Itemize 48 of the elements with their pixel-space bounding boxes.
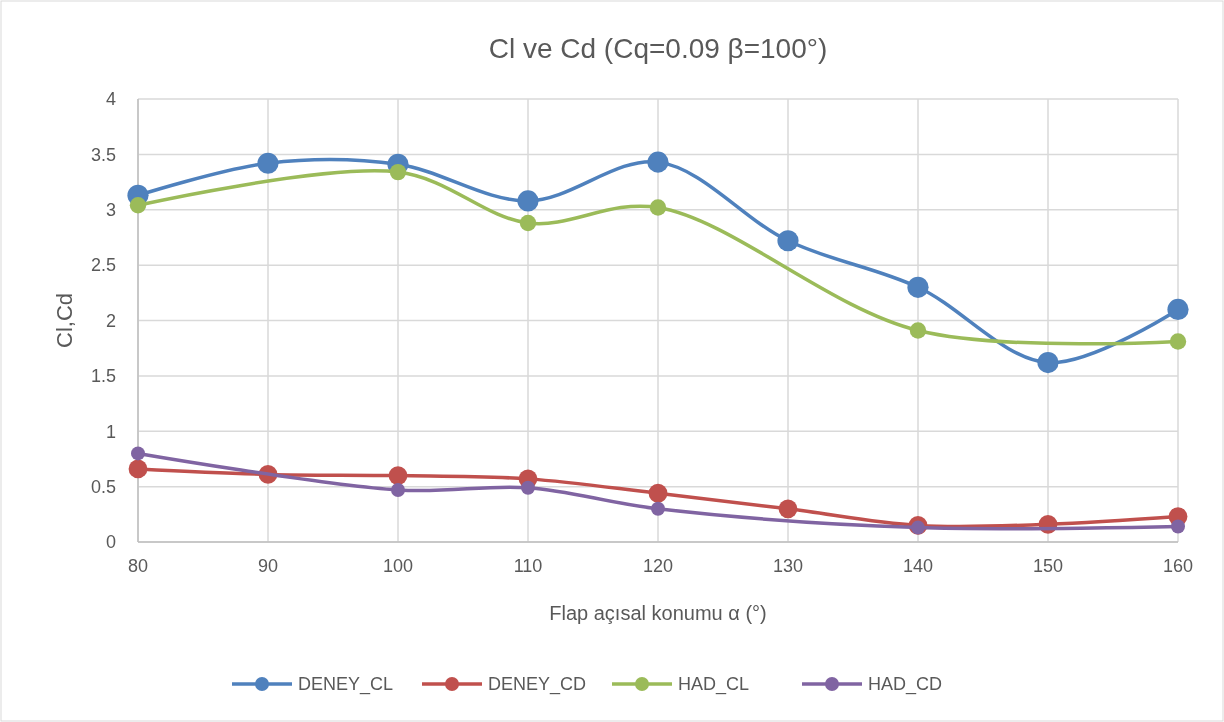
y-tick-label: 0.5 (90, 476, 116, 497)
point (778, 499, 798, 519)
point (391, 482, 405, 497)
x-tick-label: 150 (1032, 556, 1064, 576)
y-tick-label: 3.5 (90, 144, 116, 165)
point (909, 322, 927, 339)
y-tick-label: 2 (105, 310, 116, 331)
y-tick-label: 0 (105, 532, 116, 553)
y-tick-label: 1.5 (90, 366, 116, 387)
x-tick-label: 80 (127, 556, 149, 576)
x-tick-label: 90 (257, 556, 279, 576)
point (1037, 351, 1059, 374)
point (257, 152, 279, 174)
point (648, 483, 668, 503)
y-tick-label: 4 (105, 89, 116, 110)
x-tick-label: 160 (1162, 556, 1194, 576)
point (388, 466, 408, 485)
legend-label: HAD_CL (678, 674, 750, 696)
point (777, 230, 799, 252)
chart-title: Cl ve Cd (Cq=0.09 β=100°) (488, 33, 828, 64)
point (129, 197, 147, 214)
point (517, 190, 539, 212)
point (131, 446, 145, 461)
point (1169, 333, 1187, 350)
point (1167, 298, 1189, 321)
y-axis-title: Cl,Cd (52, 292, 77, 349)
point (389, 163, 407, 181)
x-tick-label: 100 (382, 556, 414, 576)
x-tick-label: 110 (513, 556, 543, 576)
x-axis-title: Flap açısal konumu α (°) (549, 602, 767, 624)
point (128, 459, 148, 479)
x-tick-label: 140 (902, 556, 934, 576)
y-tick-label: 1 (105, 421, 116, 442)
legend-label: DENEY_CD (488, 674, 587, 696)
point (647, 151, 669, 173)
point (521, 480, 535, 495)
legend-label: HAD_CD (868, 674, 943, 696)
y-tick-label: 3 (105, 200, 116, 221)
point (1171, 519, 1185, 534)
point (651, 501, 665, 516)
y-tick-label: 2.5 (90, 255, 116, 276)
point (911, 520, 925, 535)
legend-label: DENEY_CL (298, 674, 394, 696)
point (519, 214, 537, 232)
x-tick-label: 120 (642, 556, 674, 576)
x-tick-label: 130 (772, 556, 804, 576)
point (907, 276, 929, 298)
point (649, 199, 667, 216)
